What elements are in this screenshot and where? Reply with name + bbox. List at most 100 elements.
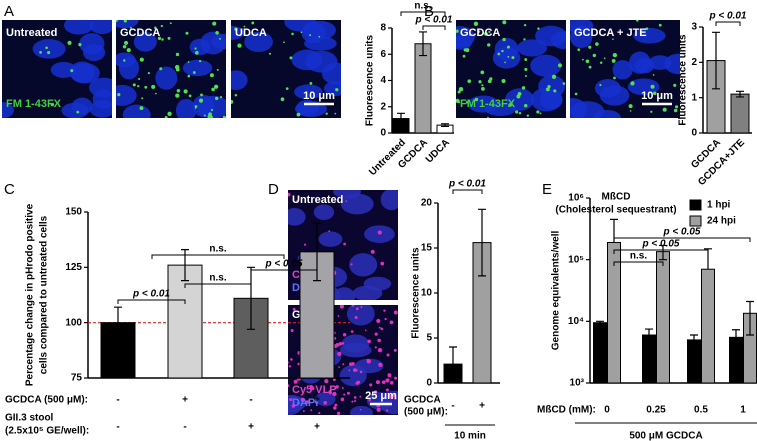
puncta bbox=[523, 38, 526, 41]
x-tick-label: UDCA bbox=[424, 137, 452, 165]
puncta bbox=[174, 64, 180, 70]
puncta bbox=[359, 395, 362, 398]
puncta bbox=[394, 397, 397, 400]
y-tick-label: 75 bbox=[71, 373, 83, 384]
puncta bbox=[325, 112, 328, 115]
puncta bbox=[338, 341, 343, 346]
nucleus bbox=[89, 20, 112, 35]
puncta bbox=[351, 400, 354, 403]
puncta bbox=[334, 403, 338, 407]
x-tick-label: 0.5 bbox=[694, 405, 708, 416]
puncta bbox=[376, 318, 381, 323]
nucleus bbox=[612, 60, 633, 80]
puncta bbox=[508, 103, 512, 107]
puncta bbox=[393, 348, 397, 352]
puncta bbox=[209, 73, 214, 78]
image-label: GCDCA bbox=[120, 27, 160, 39]
row-value: - bbox=[451, 401, 454, 412]
y-tick-label: 4 bbox=[380, 75, 386, 86]
puncta bbox=[603, 57, 606, 59]
nucleus bbox=[380, 190, 398, 211]
bar bbox=[167, 264, 203, 379]
puncta bbox=[288, 361, 289, 364]
puncta bbox=[231, 99, 234, 104]
puncta bbox=[175, 93, 180, 98]
nucleus bbox=[116, 84, 137, 106]
row-label: GII.3 stool bbox=[5, 413, 54, 424]
puncta bbox=[355, 307, 359, 311]
significance-bracket bbox=[613, 249, 709, 254]
puncta bbox=[504, 61, 506, 64]
y-tick-label: 0 bbox=[426, 378, 432, 389]
nucleus bbox=[50, 61, 77, 78]
puncta bbox=[164, 116, 168, 118]
puncta bbox=[314, 398, 317, 401]
puncta bbox=[176, 89, 181, 93]
puncta bbox=[195, 51, 199, 55]
nucleus bbox=[197, 95, 226, 118]
puncta bbox=[673, 83, 677, 87]
y-axis-label: Genome equivalents/well bbox=[551, 231, 562, 351]
puncta bbox=[194, 105, 198, 108]
puncta bbox=[289, 398, 293, 402]
nucleus bbox=[313, 204, 335, 220]
puncta bbox=[167, 111, 172, 116]
image-label: 25 μm bbox=[365, 390, 397, 402]
puncta bbox=[185, 31, 189, 35]
puncta bbox=[364, 329, 367, 332]
puncta bbox=[458, 87, 464, 92]
puncta bbox=[381, 380, 386, 385]
puncta bbox=[138, 78, 141, 81]
puncta bbox=[213, 84, 219, 89]
nucleus bbox=[648, 55, 672, 70]
y-tick-label: 10⁴ bbox=[568, 316, 584, 327]
puncta bbox=[516, 94, 521, 99]
puncta bbox=[385, 388, 389, 392]
puncta bbox=[301, 398, 305, 403]
puncta bbox=[335, 343, 340, 347]
y-tick-label: 3 bbox=[691, 22, 697, 33]
puncta bbox=[155, 92, 157, 95]
nucleus bbox=[294, 84, 323, 100]
puncta bbox=[367, 339, 371, 344]
puncta bbox=[524, 104, 528, 108]
error-bar bbox=[419, 31, 427, 57]
panel-label: E bbox=[542, 181, 552, 198]
puncta bbox=[539, 112, 542, 115]
puncta bbox=[613, 76, 616, 80]
puncta bbox=[200, 93, 203, 97]
puncta bbox=[394, 376, 397, 380]
puncta bbox=[502, 37, 506, 42]
puncta bbox=[346, 391, 350, 395]
nucleus bbox=[350, 405, 373, 415]
x-axis-label: MßCD (mM): bbox=[537, 405, 596, 416]
row-value: + bbox=[248, 422, 254, 433]
puncta bbox=[354, 400, 357, 403]
nucleus bbox=[182, 59, 213, 77]
puncta bbox=[334, 112, 337, 115]
puncta bbox=[70, 69, 74, 73]
significance-label: n.s. bbox=[209, 244, 226, 255]
puncta bbox=[474, 97, 479, 102]
puncta bbox=[481, 87, 485, 91]
puncta bbox=[296, 112, 301, 117]
puncta bbox=[343, 242, 346, 246]
puncta bbox=[194, 107, 197, 109]
nucleus bbox=[363, 276, 392, 291]
puncta bbox=[631, 81, 634, 84]
y-tick-label: 15 bbox=[421, 243, 433, 254]
cells bbox=[570, 20, 680, 118]
puncta bbox=[215, 96, 219, 101]
error-bar bbox=[441, 123, 449, 128]
puncta bbox=[167, 36, 171, 40]
puncta bbox=[388, 394, 393, 399]
puncta bbox=[123, 59, 126, 62]
puncta bbox=[198, 98, 204, 103]
puncta bbox=[588, 65, 592, 69]
puncta bbox=[523, 23, 527, 27]
puncta bbox=[305, 400, 310, 404]
y-tick-label: 6 bbox=[380, 49, 386, 60]
nucleus bbox=[593, 109, 621, 118]
error-bar bbox=[397, 112, 405, 125]
